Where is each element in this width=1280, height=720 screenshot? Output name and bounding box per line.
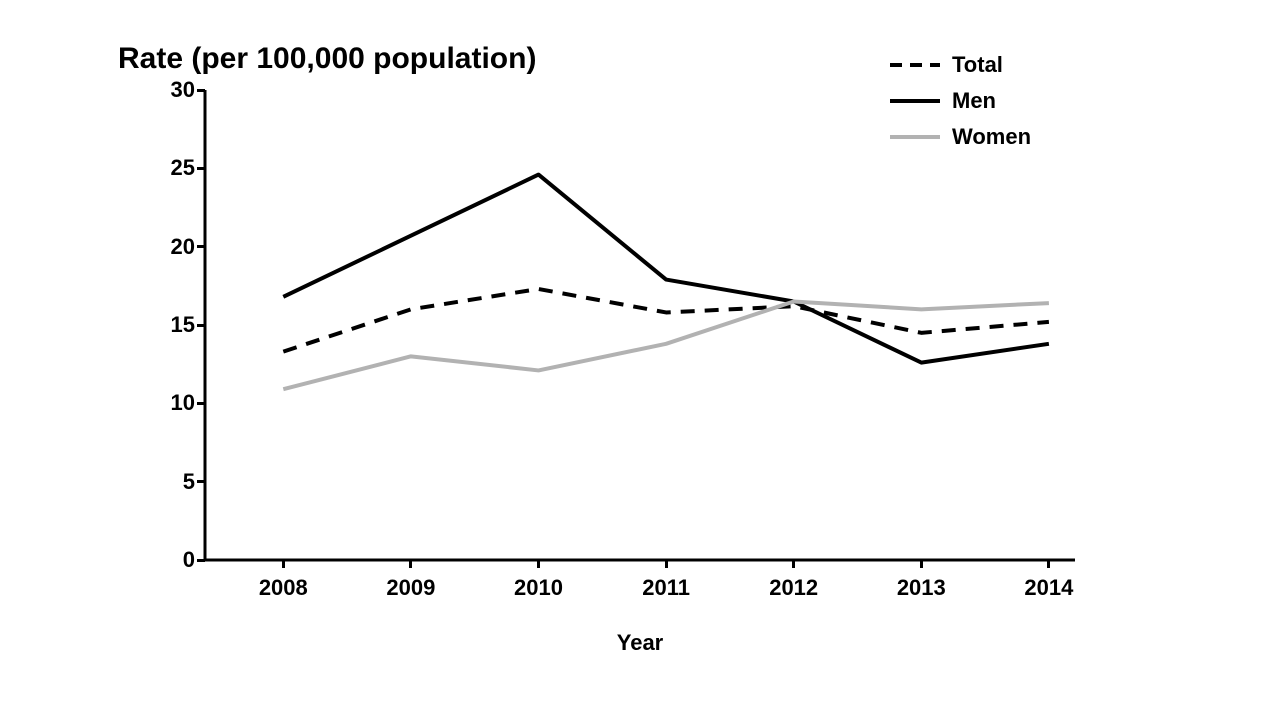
x-tick-2013: 2013 bbox=[897, 575, 946, 601]
legend-item-total: Total bbox=[890, 50, 1090, 80]
x-tick-mark bbox=[920, 560, 923, 568]
legend-line-women bbox=[890, 122, 940, 152]
chart-container: Rate (per 100,000 population) 0 5 10 15 … bbox=[100, 30, 1180, 690]
legend-label-men: Men bbox=[952, 88, 996, 114]
legend-item-women: Women bbox=[890, 122, 1090, 152]
x-tick-mark bbox=[792, 560, 795, 568]
legend-label-women: Women bbox=[952, 124, 1031, 150]
x-tick-mark bbox=[537, 560, 540, 568]
x-tick-mark bbox=[409, 560, 412, 568]
chart-title: Rate (per 100,000 population) bbox=[118, 42, 536, 76]
x-tick-2010: 2010 bbox=[514, 575, 563, 601]
plot-area bbox=[205, 90, 1075, 560]
y-axis-labels: 0 5 10 15 20 25 30 bbox=[150, 90, 195, 560]
legend-label-total: Total bbox=[952, 52, 1003, 78]
x-tick-mark bbox=[282, 560, 285, 568]
y-tick-20: 20 bbox=[150, 234, 195, 260]
x-axis-title: Year bbox=[205, 630, 1075, 656]
x-tick-mark bbox=[1047, 560, 1050, 568]
x-tick-mark bbox=[665, 560, 668, 568]
y-tick-5: 5 bbox=[150, 469, 195, 495]
y-tick-10: 10 bbox=[150, 390, 195, 416]
y-tick-30: 30 bbox=[150, 77, 195, 103]
x-tick-2009: 2009 bbox=[386, 575, 435, 601]
x-tick-2008: 2008 bbox=[259, 575, 308, 601]
legend-line-men bbox=[890, 86, 940, 116]
legend: Total Men Women bbox=[890, 50, 1090, 158]
chart-svg bbox=[205, 90, 1075, 560]
x-tick-2014: 2014 bbox=[1024, 575, 1073, 601]
x-tick-2012: 2012 bbox=[769, 575, 818, 601]
y-tick-15: 15 bbox=[150, 312, 195, 338]
y-tick-25: 25 bbox=[150, 155, 195, 181]
x-tick-2011: 2011 bbox=[642, 575, 690, 601]
legend-item-men: Men bbox=[890, 86, 1090, 116]
x-axis-labels: 2008 2009 2010 2011 2012 2013 2014 bbox=[205, 575, 1075, 615]
y-tick-0: 0 bbox=[150, 547, 195, 573]
legend-line-total bbox=[890, 50, 940, 80]
